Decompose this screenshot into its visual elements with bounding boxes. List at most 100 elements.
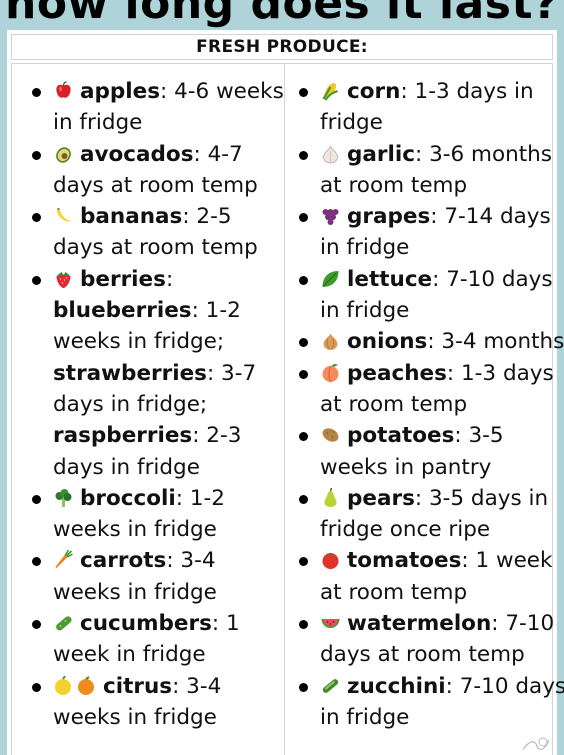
produce-item-line: weeks in fridge: [53, 702, 278, 733]
produce-item-line: days at room temp: [53, 170, 278, 201]
produce-item: avocados: 4-7 days at room temp: [28, 139, 278, 202]
produce-item: cucumbers: 1 week in fridge: [28, 608, 278, 671]
produce-name: peaches: [347, 360, 447, 386]
produce-duration: at room temp: [320, 579, 468, 605]
produce-duration: weeks in fridge: [53, 517, 217, 543]
produce-item-line: berries:: [53, 264, 278, 295]
produce-item-line: raspberries: 2-3: [53, 420, 278, 451]
produce-item-line: in fridge: [320, 702, 557, 733]
produce-name: apples: [80, 79, 161, 104]
produce-item-line: weeks in fridge: [53, 514, 278, 545]
produce-item-line: avocados: 4-7: [53, 139, 278, 170]
produce-item-line: grapes: 7-14 days: [320, 201, 557, 232]
produce-duration: : 3-5: [454, 423, 504, 449]
right-produce-list: corn: 1-3 days in fridge garlic: 3-6 month…: [295, 76, 564, 733]
produce-item: peaches: 1-3 days at room temp: [295, 358, 557, 421]
carrot-icon: [53, 550, 74, 570]
peach-icon: [320, 363, 341, 383]
strawberry-icon: [53, 269, 74, 289]
produce-item-line: garlic: 3-6 months: [320, 139, 557, 170]
produce-duration: weeks in fridge;: [53, 329, 225, 355]
produce-duration: fridge: [320, 110, 383, 136]
produce-name: pears: [347, 485, 415, 511]
produce-duration: : 3-4: [172, 673, 222, 699]
watermelon-icon: [320, 613, 341, 633]
corn-icon: [320, 81, 341, 101]
produce-duration: weeks in fridge: [53, 579, 217, 605]
cucumber-icon: [53, 613, 74, 633]
produce-item-line: zucchini: 7-10 days: [320, 671, 564, 702]
produce-item-line: in fridge: [320, 295, 557, 326]
banana-icon: [53, 206, 74, 226]
produce-item-line: at room temp: [320, 170, 557, 201]
produce-duration: in fridge: [320, 298, 410, 324]
produce-duration: : 1 week: [461, 548, 553, 574]
produce-item: bananas: 2-5 days at room temp: [28, 201, 278, 264]
produce-duration: : 3-7: [206, 360, 257, 386]
produce-duration: : 4-6 weeks: [160, 79, 284, 104]
produce-item-line: at room temp: [320, 577, 557, 608]
produce-item-line: strawberries: 3-7: [53, 358, 278, 389]
produce-duration: days at room temp: [320, 642, 525, 668]
produce-duration: : 1-3 days in: [400, 79, 534, 104]
produce-item-line: peaches: 1-3 days: [320, 358, 557, 389]
produce-duration: days in fridge;: [53, 391, 208, 417]
produce-duration: : 2-3: [192, 423, 242, 449]
produce-item: broccoli: 1-2 weeks in fridge: [28, 483, 278, 546]
produce-item: pears: 3-5 days in fridge once ripe: [295, 483, 557, 546]
produce-duration: weeks in fridge: [53, 704, 217, 730]
produce-item-line: blueberries: 1-2: [53, 295, 278, 326]
produce-item-line: lettuce: 7-10 days: [320, 264, 557, 295]
produce-name: citrus: [103, 673, 173, 699]
produce-name: bananas: [80, 204, 183, 230]
apple-icon: [53, 81, 74, 101]
produce-item-line: days in fridge: [53, 452, 278, 483]
produce-item: corn: 1-3 days in fridge: [295, 76, 557, 139]
avocado-icon: [53, 144, 74, 164]
produce-duration: at room temp: [320, 172, 468, 198]
produce-duration: fridge once ripe: [320, 517, 491, 543]
produce-item-line: onions: 3-4 months: [320, 326, 564, 357]
produce-duration: : 3-4 months: [427, 329, 564, 355]
produce-item-line: weeks in fridge: [53, 577, 278, 608]
produce-item-line: days at room temp: [320, 639, 557, 670]
produce-duration: week in fridge: [53, 642, 206, 668]
pear-icon: [320, 487, 341, 508]
produce-item-line: weeks in pantry: [320, 452, 557, 483]
produce-name: grapes: [347, 204, 431, 230]
produce-item: berries: blueberries: 1-2 weeks in fridge;…: [28, 264, 278, 483]
produce-duration: days at room temp: [53, 235, 258, 261]
produce-duration: in fridge: [320, 704, 410, 730]
produce-item-line: watermelon: 7-10: [320, 608, 557, 639]
produce-duration: at room temp: [320, 391, 468, 417]
produce-item: watermelon: 7-10 days at room temp: [295, 608, 557, 671]
produce-item-line: week in fridge: [53, 639, 278, 670]
produce-name: watermelon: [347, 611, 492, 637]
produce-duration: : 1-2: [175, 485, 225, 511]
produce-duration: : 1-2: [191, 298, 241, 324]
produce-name: blueberries: [53, 298, 192, 324]
garlic-icon: [320, 144, 341, 164]
produce-name: corn: [347, 79, 401, 104]
produce-item-line: at room temp: [320, 389, 557, 420]
column-divider: [284, 64, 285, 755]
signature-mark-icon: [522, 737, 550, 751]
produce-item-line: fridge once ripe: [320, 514, 557, 545]
produce-duration: :: [165, 266, 174, 292]
produce-duration: : 7-10 days: [445, 673, 564, 699]
page-title: how long does it last?: [5, 0, 559, 29]
produce-duration: : 7-10 days: [432, 266, 553, 292]
produce-item-line: days in fridge;: [53, 389, 278, 420]
produce-item: grapes: 7-14 days in fridge: [295, 201, 557, 264]
produce-columns: apples: 4-6 weeks in fridge avocados: 4-7 d…: [11, 63, 564, 755]
produce-item: citrus: 3-4 weeks in fridge: [28, 671, 278, 734]
produce-name: avocados: [80, 141, 194, 167]
produce-name: zucchini: [347, 673, 446, 699]
produce-item-line: days at room temp: [53, 232, 278, 263]
section-header: FRESH PRODUCE:: [11, 34, 553, 60]
broccoli-icon: [53, 488, 74, 508]
produce-item-line: bananas: 2-5: [53, 201, 278, 232]
produce-item-line: broccoli: 1-2: [53, 483, 278, 514]
produce-duration: : 1: [211, 611, 240, 637]
produce-duration: : 4-7: [193, 141, 243, 167]
